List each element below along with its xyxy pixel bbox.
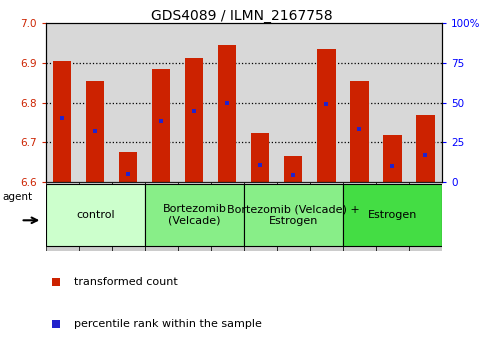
Bar <box>178 182 211 251</box>
Text: GSM766687: GSM766687 <box>322 186 331 241</box>
Text: GSM766684: GSM766684 <box>223 186 232 241</box>
Bar <box>343 182 376 251</box>
Text: GSM766686: GSM766686 <box>289 186 298 241</box>
Bar <box>343 184 442 246</box>
Text: percentile rank within the sample: percentile rank within the sample <box>73 319 261 329</box>
Bar <box>211 182 244 251</box>
Text: control: control <box>76 210 114 220</box>
Text: GSM766679: GSM766679 <box>355 186 364 241</box>
Text: GSM766680: GSM766680 <box>388 186 397 241</box>
Bar <box>46 184 145 246</box>
Bar <box>384 135 401 182</box>
Bar <box>251 133 270 182</box>
Bar <box>277 182 310 251</box>
Bar <box>46 182 79 251</box>
Bar <box>310 182 343 251</box>
Bar <box>317 49 336 182</box>
Bar <box>145 182 178 251</box>
Bar <box>350 81 369 182</box>
Bar <box>185 58 203 182</box>
Bar <box>152 69 170 182</box>
Bar <box>119 153 138 182</box>
Bar <box>376 182 409 251</box>
Text: Estrogen: Estrogen <box>368 210 417 220</box>
Bar <box>112 182 145 251</box>
Text: GSM766685: GSM766685 <box>256 186 265 241</box>
Bar <box>416 115 435 182</box>
Bar <box>409 182 442 251</box>
Bar <box>145 184 244 246</box>
Text: GSM766681: GSM766681 <box>421 186 430 241</box>
Bar <box>244 182 277 251</box>
Bar <box>218 45 237 182</box>
Text: GDS4089 / ILMN_2167758: GDS4089 / ILMN_2167758 <box>151 9 332 23</box>
Text: GSM766677: GSM766677 <box>91 186 100 241</box>
Text: Bortezomib
(Velcade): Bortezomib (Velcade) <box>162 204 227 226</box>
Text: GSM766683: GSM766683 <box>190 186 199 241</box>
Text: Bortezomib (Velcade) +
Estrogen: Bortezomib (Velcade) + Estrogen <box>227 204 360 226</box>
Bar <box>79 182 112 251</box>
Text: GSM766676: GSM766676 <box>58 186 67 241</box>
Text: GSM766682: GSM766682 <box>157 186 166 241</box>
Text: transformed count: transformed count <box>73 276 177 287</box>
Text: GSM766678: GSM766678 <box>124 186 133 241</box>
Bar <box>86 81 104 182</box>
Text: agent: agent <box>2 192 32 202</box>
Bar <box>244 184 343 246</box>
Bar <box>53 61 71 182</box>
Bar <box>284 156 302 182</box>
